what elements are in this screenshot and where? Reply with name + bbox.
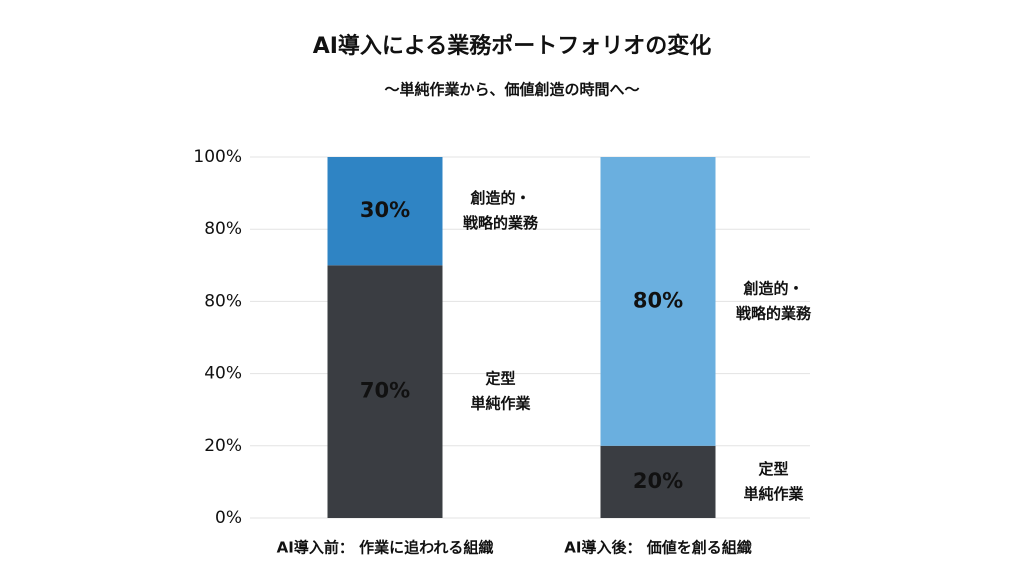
bar-segment — [600, 445, 716, 518]
series-label: 創造的・ — [742, 279, 803, 297]
y-tick-label: 100% — [193, 147, 242, 167]
value-label: 80% — [633, 288, 683, 312]
chart-title: AI導入による業務ポートフォリオの変化 — [313, 33, 712, 59]
series-label: 単純作業 — [470, 395, 531, 413]
series-label: 定型 — [485, 370, 515, 388]
y-tick-label: 80% — [204, 219, 242, 239]
bar-segment — [600, 157, 716, 446]
series-label: 定型 — [758, 460, 788, 478]
y-tick-label: 40% — [204, 364, 242, 384]
x-tick-label: AI導入後： 価値を創る組織 — [564, 539, 751, 557]
chart-subtitle: 〜単純作業から、価値創造の時間へ〜 — [384, 81, 639, 99]
series-label: 戦略的業務 — [463, 214, 539, 232]
series-label: 創造的・ — [469, 189, 530, 207]
bar-segment — [327, 157, 443, 266]
y-tick-label: 20% — [204, 436, 242, 456]
value-label: 20% — [633, 469, 683, 493]
value-label: 70% — [360, 379, 410, 403]
x-tick-label: AI導入前： 作業に追われる組織 — [277, 539, 494, 557]
series-label: 戦略的業務 — [736, 304, 812, 322]
value-label: 30% — [360, 198, 410, 222]
y-tick-label: 80% — [204, 291, 242, 311]
y-tick-label: 0% — [215, 508, 242, 528]
bar-segment — [327, 265, 443, 518]
series-label: 単純作業 — [743, 485, 804, 503]
